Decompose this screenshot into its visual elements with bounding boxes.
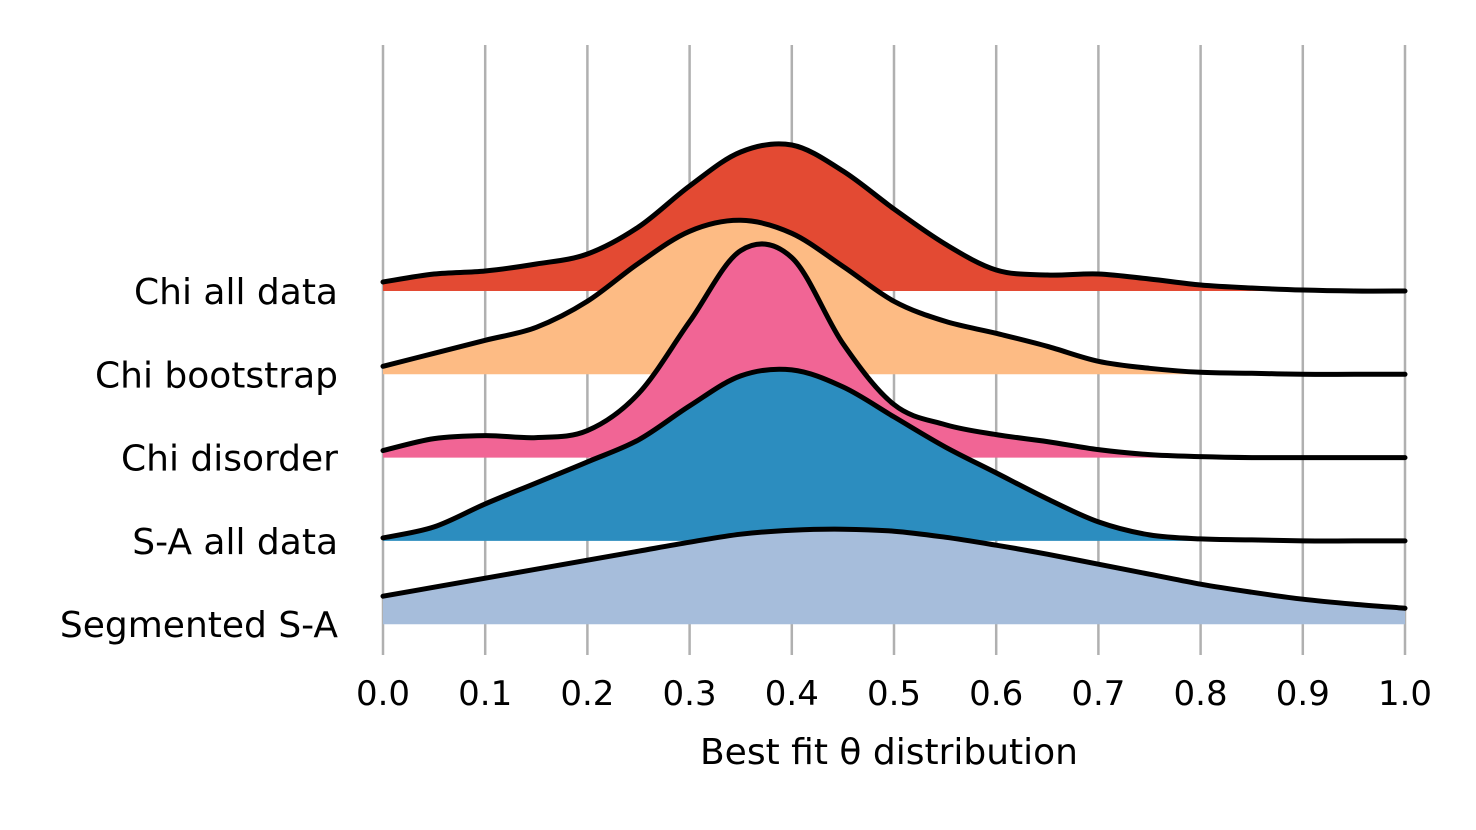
x-tick-label: 0.1	[458, 674, 512, 714]
ridge-outline	[380, 241, 1408, 461]
x-tick-label: 0.4	[765, 674, 819, 714]
ridge-outline	[380, 366, 1408, 544]
x-tick-label: 0.3	[663, 674, 717, 714]
row-label: Chi bootstrap	[95, 355, 338, 396]
x-tick-label: 0.5	[867, 674, 921, 714]
x-tick-label: 0.6	[969, 674, 1023, 714]
ridge-series	[380, 141, 1408, 294]
x-tick-label: 0.9	[1276, 674, 1330, 714]
ridge-series	[380, 366, 1408, 544]
ridge-fill	[383, 243, 1405, 458]
x-tick-label: 0.2	[560, 674, 614, 714]
x-tick-label: 0.8	[1174, 674, 1228, 714]
ridges	[380, 141, 1408, 625]
x-tick-label: 0.7	[1071, 674, 1125, 714]
ridge-outline	[380, 141, 1408, 294]
ridge-fill	[383, 529, 1405, 625]
row-label: Chi disorder	[121, 439, 338, 480]
ridge-series	[380, 217, 1408, 377]
row-label: Chi all data	[134, 272, 338, 313]
row-label: S-A all data	[132, 522, 338, 563]
x-axis-label: Best fit θ distribution	[700, 732, 1078, 773]
ridge-fill	[383, 369, 1405, 541]
x-axis-ticks: 0.0 0.1 0.2 0.3 0.4 0.5 0.6 0.7 0.8 0.9 1.0	[356, 674, 1432, 714]
ridge-outline	[380, 217, 1408, 377]
x-tick-label: 0.0	[356, 674, 410, 714]
ridge-series	[380, 241, 1408, 461]
row-labels: Chi all data Chi bootstrap Chi disorder S-A…	[60, 272, 338, 646]
ridge-outline	[380, 526, 1408, 611]
ridge-fill	[383, 143, 1405, 292]
x-tick-label: 1.0	[1378, 674, 1432, 714]
ridge-series	[380, 526, 1408, 625]
ridge-fill	[383, 220, 1405, 375]
row-label: Segmented S-A	[60, 605, 338, 646]
